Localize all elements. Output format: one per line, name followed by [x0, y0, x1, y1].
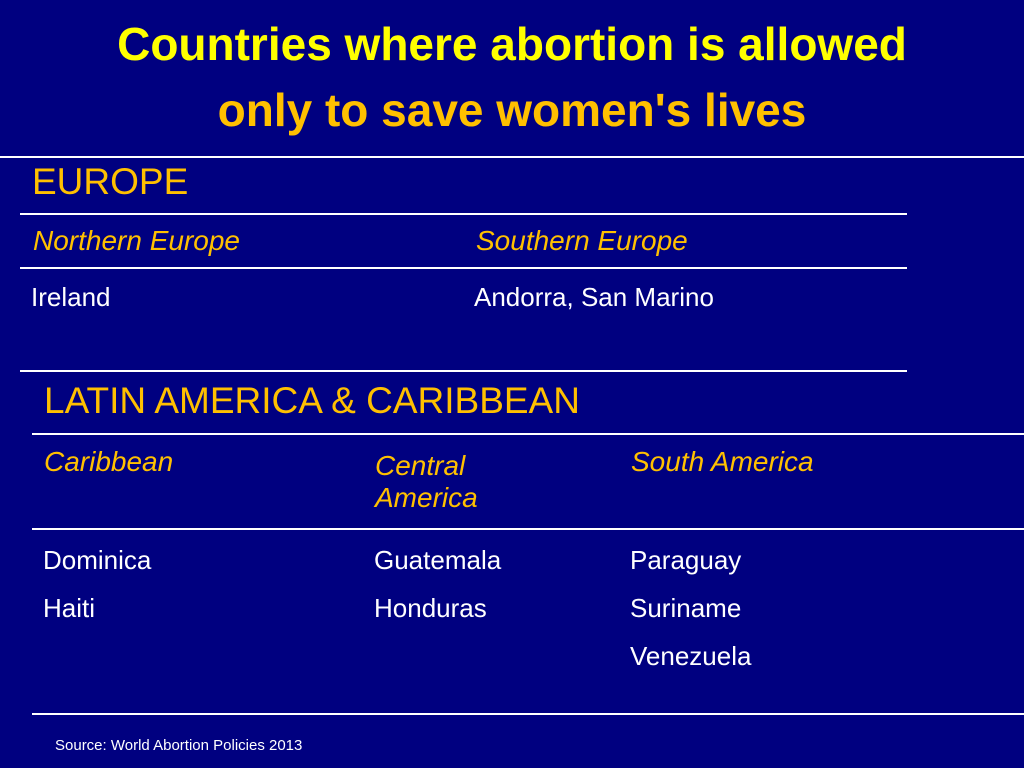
slide-title-line-2: only to save women's lives	[217, 84, 807, 136]
source-note: Source: World Abortion Policies 2013	[55, 737, 303, 754]
country-name: Honduras	[374, 593, 487, 623]
country-name: Paraguay	[630, 545, 742, 575]
europe-header-top-rule	[20, 213, 907, 215]
country-name: Guatemala	[374, 545, 502, 575]
caribbean-countries: Dominica Haiti	[43, 536, 151, 632]
europe-northern-countries: Ireland	[31, 273, 111, 321]
latin-america-header-bottom-rule	[32, 528, 1024, 530]
section-heading-europe: EUROPE	[32, 161, 189, 202]
country-name: Venezuela	[630, 641, 752, 671]
column-header-caribbean: Caribbean	[44, 446, 174, 477]
column-header-south-america: South America	[631, 446, 814, 477]
europe-southern-countries: Andorra, San Marino	[474, 273, 714, 321]
slide-title-line-1: Countries where abortion is allowed	[117, 18, 907, 70]
country-name: Dominica	[43, 545, 152, 575]
central-america-countries: Guatemala Honduras	[374, 536, 501, 632]
south-america-countries: Paraguay Suriname Venezuela	[630, 536, 751, 680]
section-heading-latin-america: LATIN AMERICA & CARIBBEAN	[44, 380, 580, 421]
country-name: Andorra, San Marino	[474, 282, 714, 312]
column-header-northern-europe: Northern Europe	[33, 225, 241, 256]
europe-bottom-rule	[20, 370, 907, 372]
latin-america-header-top-rule	[32, 433, 1024, 435]
country-name: Ireland	[31, 282, 111, 312]
title-divider	[0, 156, 1024, 158]
column-header-southern-europe: Southern Europe	[476, 225, 688, 256]
latin-america-bottom-rule	[32, 713, 1024, 715]
country-name: Haiti	[43, 593, 96, 623]
europe-header-bottom-rule	[20, 267, 907, 269]
column-header-central-america: Central America	[375, 450, 478, 513]
country-name: Suriname	[630, 593, 742, 623]
